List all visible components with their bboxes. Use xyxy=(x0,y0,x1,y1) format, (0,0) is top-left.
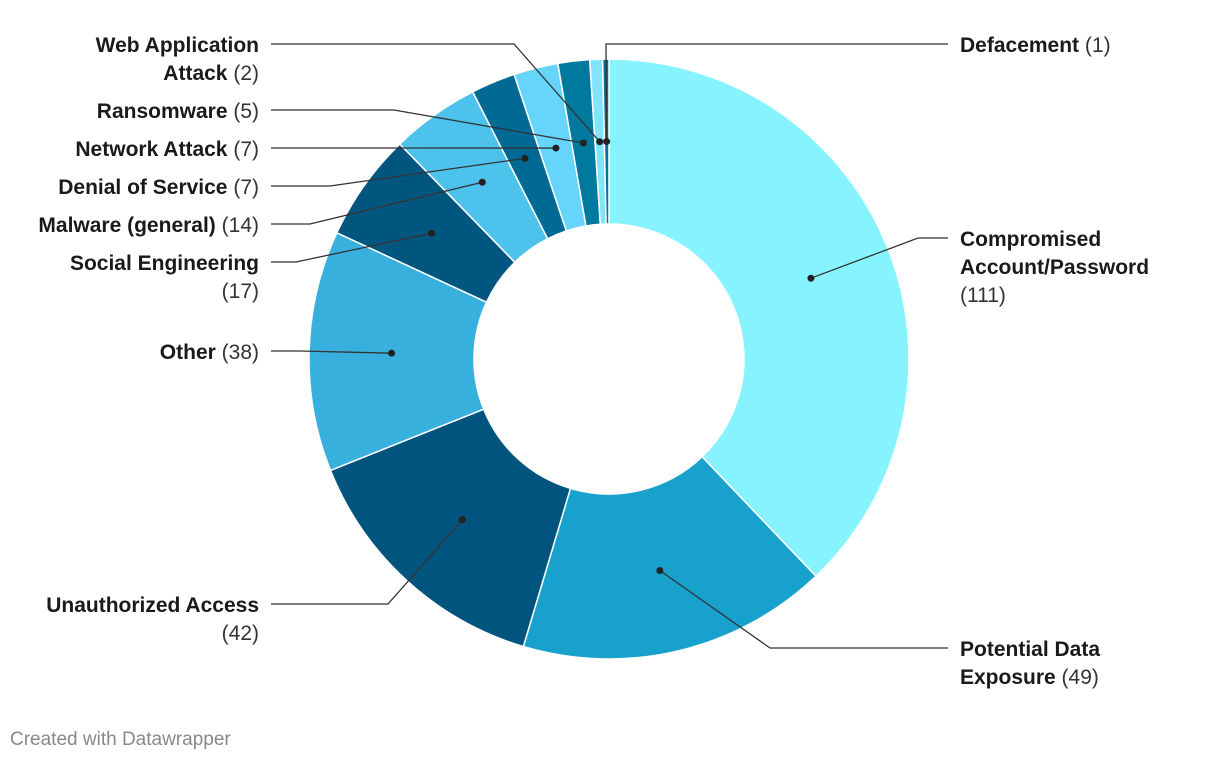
label-potential-data-exposure: Potential Data Exposure (49) xyxy=(960,638,1100,689)
label-name-part: Attack xyxy=(163,62,228,85)
leader-compromised-account-password xyxy=(810,237,948,279)
label-social-engineering: Social Engineering (17) xyxy=(70,252,259,303)
leader-unauthorized-access xyxy=(271,519,463,605)
leader-dot-ransomware xyxy=(579,139,587,147)
label-value: (38) xyxy=(216,341,259,364)
label-unauthorized-access: Unauthorized Access (42) xyxy=(46,594,259,645)
leader-ransomware xyxy=(271,109,584,144)
leader-defacement xyxy=(605,43,948,142)
label-web-application-attack: Web Application Attack (2) xyxy=(96,34,259,85)
leader-dot-compromised-account-password xyxy=(807,274,815,282)
label-value: (14) xyxy=(216,214,259,237)
leader-malware-general xyxy=(271,181,483,225)
leader-social-engineering xyxy=(271,232,432,263)
label-name-part: Denial of Service xyxy=(58,176,227,199)
label-name-part: Ransomware xyxy=(97,100,228,123)
label-value: (1) xyxy=(1079,34,1111,57)
leader-dot-network-attack xyxy=(552,144,560,152)
label-name-part: Malware (general) xyxy=(38,214,215,237)
label-name-part: Account/Password xyxy=(960,256,1149,279)
label-name-part: Unauthorized Access xyxy=(46,594,259,617)
label-leader-lines xyxy=(271,43,948,649)
label-value: (2) xyxy=(228,62,260,85)
leader-potential-data-exposure xyxy=(659,569,948,649)
label-value: (111) xyxy=(960,284,1006,307)
label-name-part: Other xyxy=(160,341,216,364)
leader-web-application-attack xyxy=(271,43,601,143)
label-name-part: Defacement xyxy=(960,34,1079,57)
label-value: (7) xyxy=(228,138,260,161)
leader-dot-web-application-attack xyxy=(596,138,604,146)
label-name-part: Social Engineering xyxy=(70,252,259,275)
leader-other xyxy=(271,350,392,354)
slice-potential-data-exposure[interactable] xyxy=(522,455,818,660)
label-name-part: Compromised xyxy=(960,228,1101,251)
label-value: (42) xyxy=(222,622,259,645)
label-name-part: Potential Data xyxy=(960,638,1100,661)
label-name-part: Web Application xyxy=(96,34,259,57)
donut-slices xyxy=(308,58,910,660)
leader-dot-unauthorized-access xyxy=(458,516,466,524)
leader-dot-denial-of-service xyxy=(521,154,529,162)
leader-dot-social-engineering xyxy=(428,229,436,237)
label-defacement: Defacement (1) xyxy=(960,34,1111,57)
leader-dot-other xyxy=(388,349,396,357)
leader-denial-of-service xyxy=(271,157,526,187)
leader-dot-malware-general xyxy=(478,178,486,186)
label-denial-of-service: Denial of Service (7) xyxy=(58,176,259,199)
slice-unauthorized-access[interactable] xyxy=(329,408,572,648)
label-malware-general: Malware (general) (14) xyxy=(38,214,259,237)
slice-compromised-account-password[interactable] xyxy=(608,58,910,578)
label-compromised-account-password: Compromised Account/Password (111) xyxy=(960,228,1149,307)
label-network-attack: Network Attack (7) xyxy=(75,138,259,161)
leader-dot-potential-data-exposure xyxy=(656,566,664,574)
label-value: (49) xyxy=(1056,666,1099,689)
label-ransomware: Ransomware (5) xyxy=(97,100,259,123)
slice-other[interactable] xyxy=(308,231,488,472)
label-name-part: Exposure xyxy=(960,666,1056,689)
label-value: (7) xyxy=(228,176,260,199)
leader-dot-defacement xyxy=(603,138,611,146)
datawrapper-credit: Created with Datawrapper xyxy=(10,729,231,750)
label-value: (5) xyxy=(228,100,260,123)
slice-labels: Compromised Account/Password (111) Potentia… xyxy=(38,34,1149,689)
label-other: Other (38) xyxy=(160,341,259,364)
label-value: (17) xyxy=(222,280,259,303)
label-name-part: Network Attack xyxy=(75,138,227,161)
